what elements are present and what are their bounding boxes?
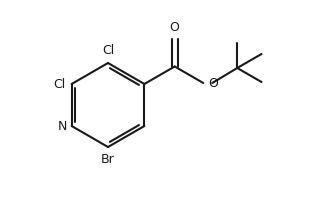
Text: Cl: Cl — [53, 78, 66, 90]
Text: N: N — [57, 119, 67, 133]
Text: O: O — [170, 21, 180, 34]
Text: O: O — [208, 77, 218, 90]
Text: Br: Br — [101, 153, 115, 166]
Text: Cl: Cl — [102, 44, 114, 57]
